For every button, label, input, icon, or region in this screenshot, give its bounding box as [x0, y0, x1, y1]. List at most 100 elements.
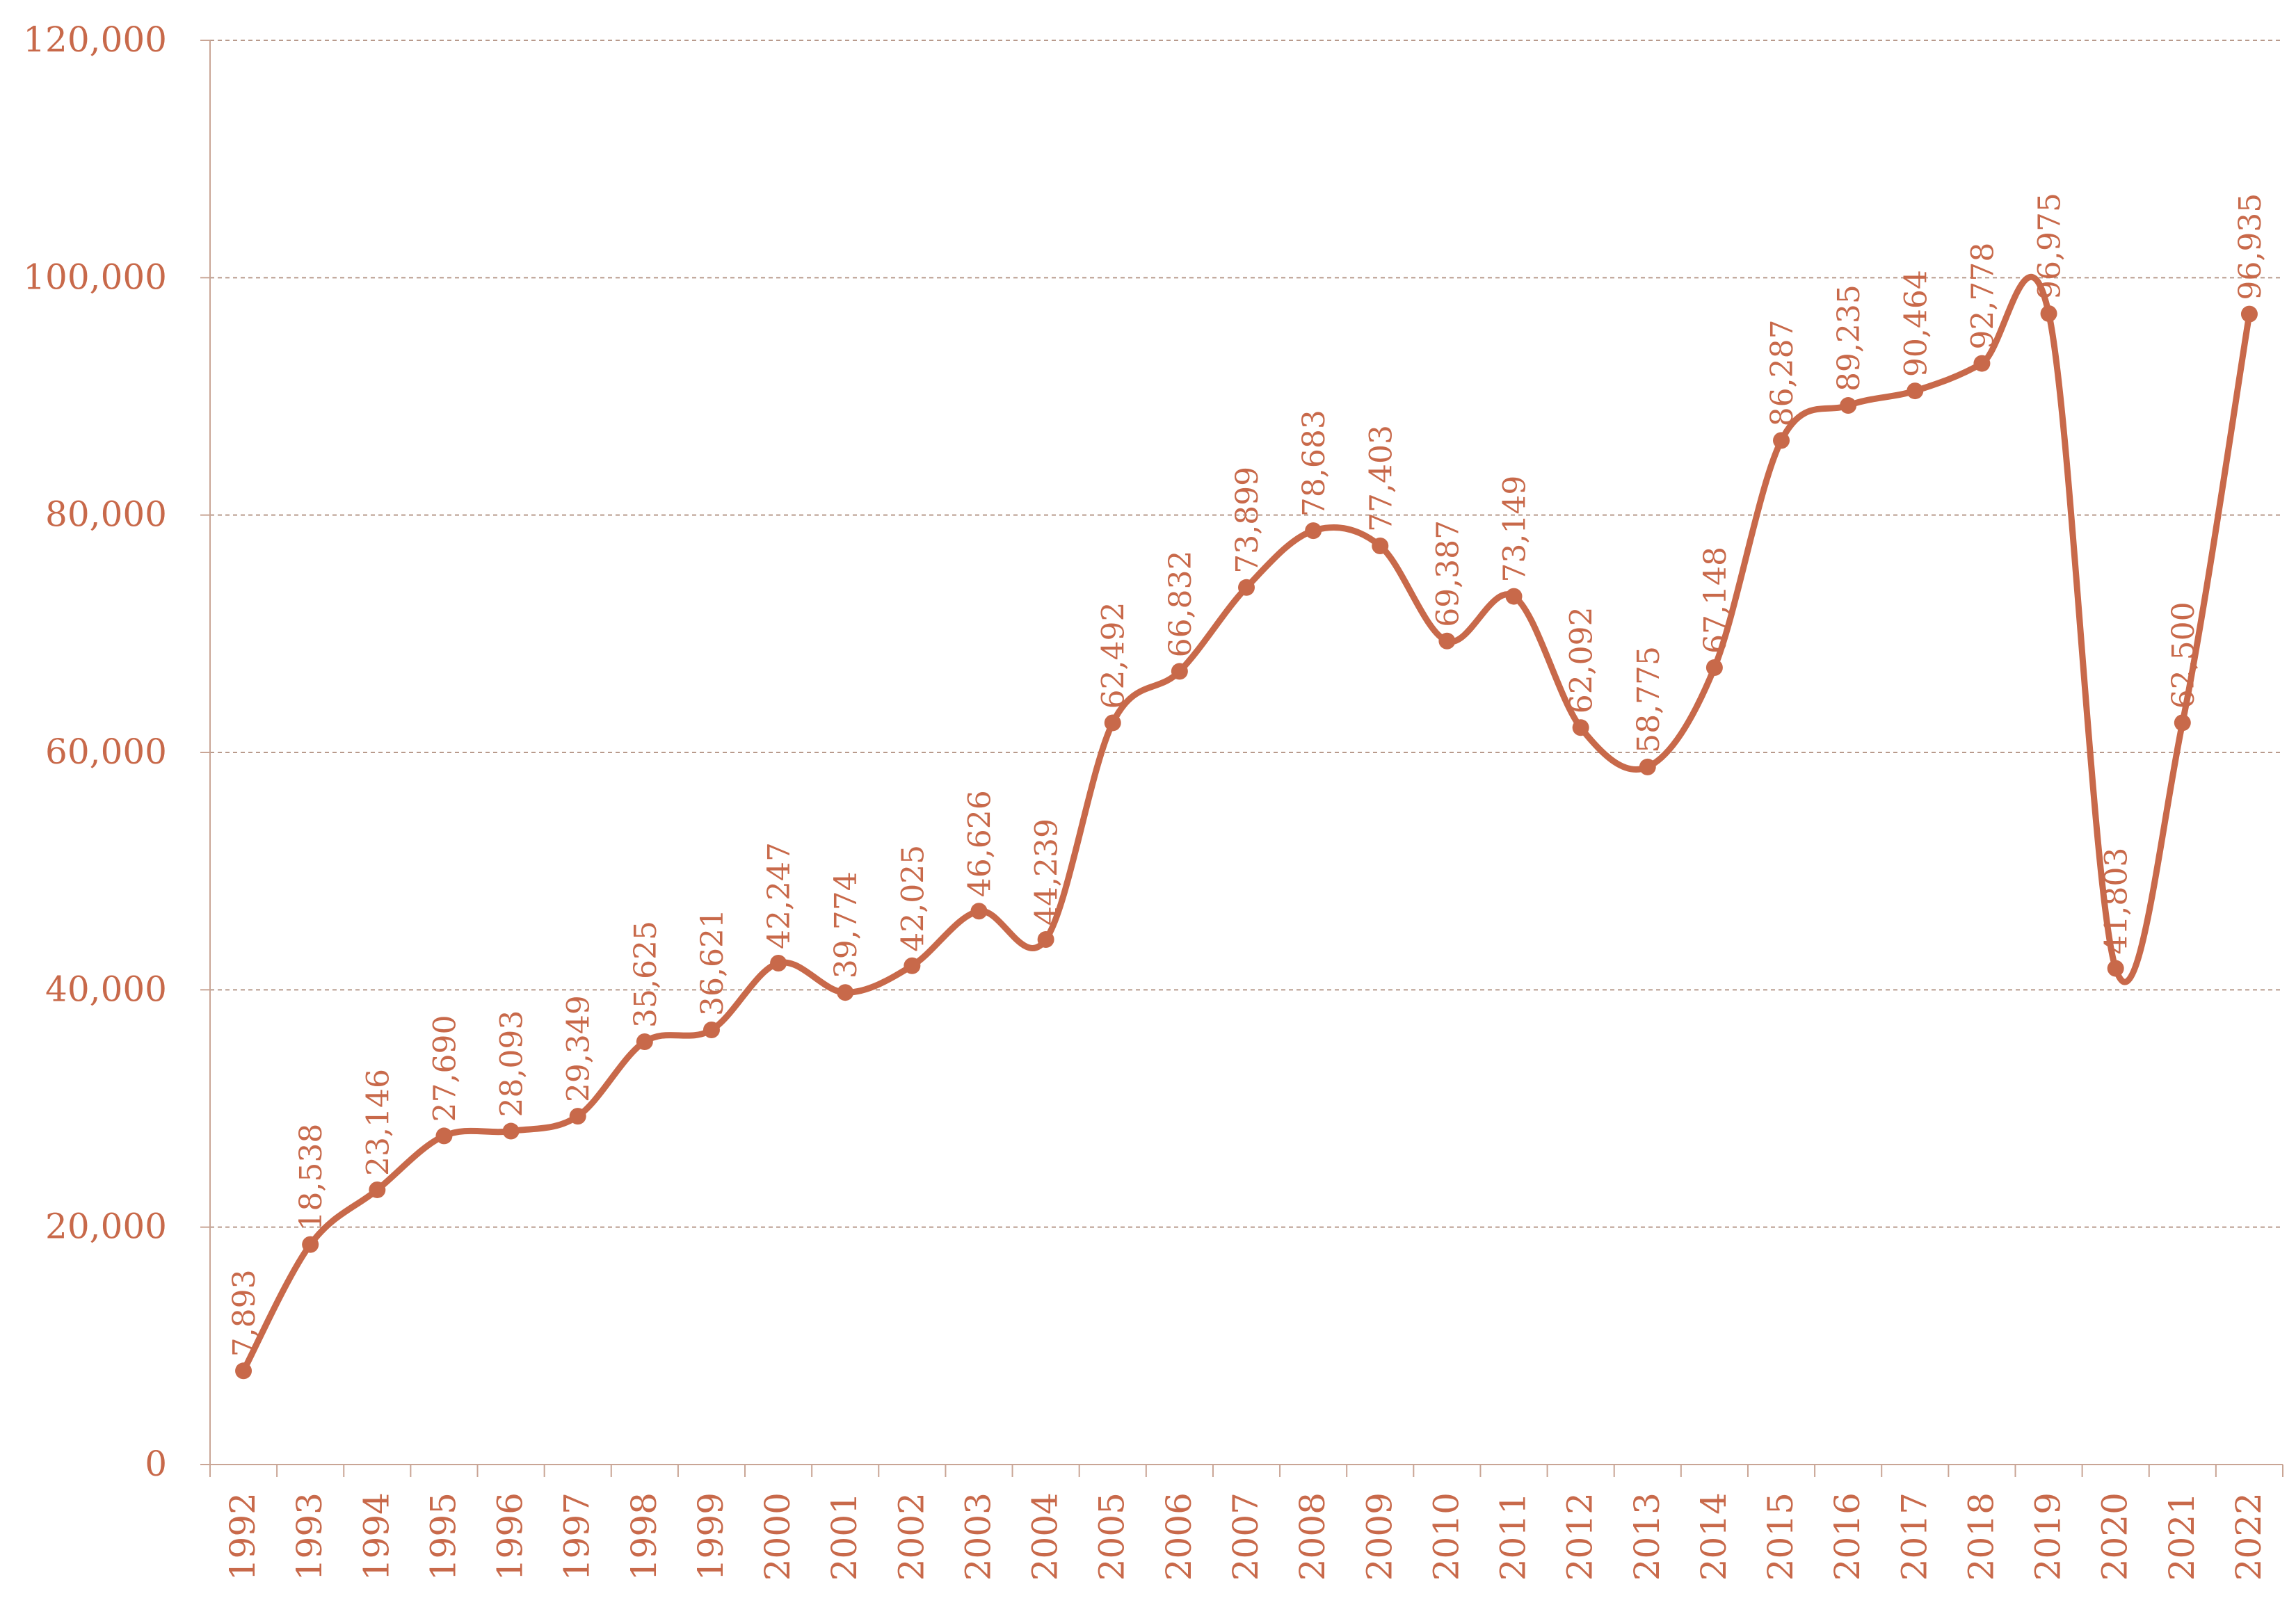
x-tick-label: 1995	[423, 1492, 463, 1581]
data-label-2010: 69,387	[1430, 520, 1466, 627]
data-label-2014: 67,148	[1698, 547, 1733, 654]
data-label-2004: 44,239	[1029, 818, 1065, 926]
x-tick-label: 1998	[624, 1492, 664, 1581]
data-label-2007: 73,899	[1230, 467, 1265, 574]
data-label-2001: 39,774	[828, 871, 864, 978]
data-point-1992	[235, 1362, 252, 1380]
x-tick-label: 2021	[2162, 1492, 2202, 1581]
data-point-1996	[502, 1122, 520, 1140]
data-point-2010	[1438, 632, 1456, 650]
data-point-2020	[2107, 960, 2124, 977]
data-point-2017	[1906, 382, 1924, 400]
data-point-2008	[1305, 522, 1322, 540]
data-point-1995	[435, 1127, 453, 1145]
gridlines	[210, 40, 2283, 1228]
data-label-2012: 62,092	[1564, 606, 1600, 713]
x-tick-label: 2016	[1827, 1492, 1868, 1581]
data-point-2016	[1840, 397, 1857, 414]
data-label-2002: 42,025	[895, 845, 931, 952]
data-point-1998	[636, 1033, 653, 1050]
data-label-2017: 90,464	[1898, 270, 1934, 377]
x-tick-label: 2020	[2095, 1492, 2135, 1581]
data-point-2003	[970, 903, 988, 920]
data-label-2000: 42,247	[762, 842, 797, 949]
data-point-2002	[904, 957, 921, 974]
data-label-2019: 96,975	[2032, 193, 2068, 300]
data-label-2013: 58,775	[1631, 646, 1667, 753]
data-point-1994	[369, 1181, 386, 1198]
data-point-2013	[1639, 758, 1656, 775]
data-label-2020: 41,803	[2099, 848, 2135, 955]
data-label-1995: 27,690	[427, 1015, 463, 1122]
data-label-1992: 7,893	[227, 1269, 262, 1357]
data-label-1998: 35,625	[628, 921, 664, 1028]
x-tick-label: 2000	[757, 1492, 798, 1581]
data-point-2004	[1037, 930, 1054, 948]
y-tick-label: 40,000	[45, 969, 167, 1009]
data-point-2001	[837, 984, 854, 1001]
data-point-1999	[703, 1022, 720, 1039]
y-tick-label: 20,000	[45, 1207, 167, 1247]
x-tick-label: 2011	[1493, 1492, 1534, 1581]
x-tick-label: 1999	[691, 1492, 731, 1581]
data-point-2021	[2174, 714, 2191, 732]
x-tick-label: 2002	[891, 1492, 931, 1581]
x-tick-label: 2003	[958, 1492, 998, 1581]
data-label-2022: 96,935	[2233, 193, 2268, 300]
x-tick-label: 2012	[1560, 1492, 1600, 1581]
data-point-2019	[2040, 305, 2057, 322]
data-labels: 7,893 18,538 23,146 27,690 28,093 29,349 35,62…	[227, 193, 2268, 1357]
x-tick-label: 2010	[1426, 1492, 1466, 1581]
data-point-2015	[1773, 432, 1790, 449]
x-tick-label: 1994	[356, 1492, 396, 1581]
x-tick-label: 2006	[1159, 1492, 1199, 1581]
data-point-2011	[1505, 588, 1523, 605]
x-tick-label: 2009	[1359, 1492, 1399, 1581]
data-label-1993: 18,538	[294, 1124, 329, 1231]
data-point-2012	[1572, 719, 1589, 736]
data-point-2014	[1705, 659, 1723, 677]
x-tick-label: 2007	[1226, 1492, 1266, 1581]
x-tick-label: 2013	[1627, 1492, 1667, 1581]
data-label-2021: 62,500	[2166, 602, 2201, 709]
x-tick-label: 2015	[1760, 1492, 1801, 1581]
x-tick-label: 1996	[490, 1492, 531, 1581]
x-tick-label: 2022	[2229, 1492, 2269, 1581]
x-tick-label: 2001	[824, 1492, 865, 1581]
x-tick-label: 1992	[223, 1492, 263, 1581]
x-tick-label: 2004	[1025, 1492, 1066, 1581]
data-label-1994: 23,146	[360, 1069, 396, 1176]
data-point-2018	[1973, 355, 1991, 372]
data-label-2008: 78,683	[1296, 410, 1332, 517]
data-point-2022	[2240, 305, 2258, 323]
x-tick-label: 2017	[1894, 1492, 1934, 1581]
data-label-2009: 77,403	[1363, 425, 1399, 532]
y-tick-label: 120,000	[23, 19, 167, 60]
y-tick-label: 80,000	[45, 494, 167, 535]
data-label-2015: 86,287	[1765, 319, 1800, 426]
x-axis-tick-labels: 1992 1993 1994 1995 1996 1997 1998 1999 2000 2001…	[223, 1492, 2269, 1581]
data-label-2016: 89,235	[1831, 284, 1867, 392]
x-tick-label: 1993	[289, 1492, 330, 1581]
data-point-2009	[1372, 537, 1389, 554]
data-label-2018: 92,778	[1965, 243, 2000, 350]
series-line	[240, 273, 2253, 1374]
x-tick-label: 2018	[1961, 1492, 2001, 1581]
data-label-1997: 29,349	[561, 995, 597, 1102]
data-point-2005	[1104, 714, 1121, 732]
data-label-2003: 46,626	[962, 790, 997, 897]
data-point-2007	[1238, 579, 1255, 596]
data-label-2011: 73,149	[1498, 476, 1533, 583]
x-tick-label: 2014	[1694, 1492, 1734, 1581]
data-label-2006: 66,832	[1163, 550, 1198, 657]
y-tick-label: 0	[145, 1444, 167, 1484]
data-label-1996: 28,093	[495, 1010, 530, 1118]
data-point-1997	[569, 1108, 586, 1125]
y-tick-label: 60,000	[45, 732, 167, 772]
data-point-2006	[1171, 663, 1188, 680]
series-revenue	[235, 273, 2258, 1380]
y-tick-label: 100,000	[23, 257, 167, 297]
data-point-1993	[302, 1236, 319, 1253]
